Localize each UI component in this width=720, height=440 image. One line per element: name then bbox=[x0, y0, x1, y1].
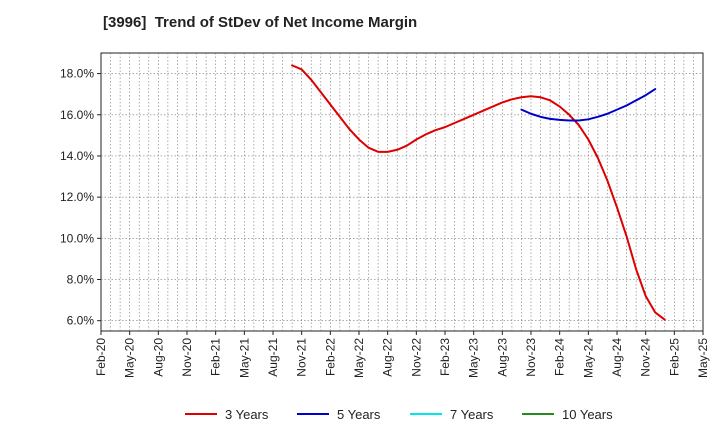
x-tick-label: Nov-23 bbox=[524, 338, 538, 377]
x-tick-label: May-22 bbox=[352, 338, 366, 378]
series-line bbox=[520, 88, 657, 122]
x-tick-label: Feb-25 bbox=[667, 338, 681, 376]
x-tick-label: Feb-23 bbox=[438, 338, 452, 376]
plot-area bbox=[100, 52, 704, 332]
x-tick-label: Aug-24 bbox=[610, 338, 624, 377]
y-tick-label: 18.0% bbox=[60, 67, 94, 81]
x-tick-label: May-21 bbox=[237, 338, 251, 378]
x-tick-label: May-23 bbox=[467, 338, 481, 378]
y-tick-label: 12.0% bbox=[60, 190, 94, 204]
x-tick-label: May-20 bbox=[123, 338, 137, 378]
x-tick-label: Nov-21 bbox=[295, 338, 309, 377]
y-tick-label: 8.0% bbox=[67, 273, 95, 287]
x-tick-label: Feb-20 bbox=[94, 338, 108, 376]
x-tick-label: May-24 bbox=[581, 338, 595, 378]
x-tick-label: Aug-21 bbox=[266, 338, 280, 377]
series-line bbox=[291, 64, 666, 321]
x-tick-label: Feb-24 bbox=[553, 338, 567, 376]
x-tick-label: Feb-22 bbox=[323, 338, 337, 376]
legend-label: 3 Years bbox=[225, 407, 269, 422]
x-tick-label: Nov-24 bbox=[639, 338, 653, 377]
x-tick-label: Feb-21 bbox=[209, 338, 223, 376]
legend-label: 10 Years bbox=[562, 407, 613, 422]
x-tick-label: Aug-22 bbox=[381, 338, 395, 377]
x-tick-label: Nov-20 bbox=[180, 338, 194, 377]
legend-label: 7 Years bbox=[450, 407, 494, 422]
x-tick-label: Aug-20 bbox=[151, 338, 165, 377]
y-tick-label: 16.0% bbox=[60, 108, 94, 122]
y-tick-label: 14.0% bbox=[60, 149, 94, 163]
legend-label: 5 Years bbox=[337, 407, 381, 422]
x-tick-label: May-25 bbox=[696, 338, 710, 378]
x-tick-label: Aug-23 bbox=[495, 338, 509, 377]
y-tick-label: 10.0% bbox=[60, 231, 94, 245]
chart-title: [3996] Trend of StDev of Net Income Marg… bbox=[103, 14, 418, 31]
y-tick-label: 6.0% bbox=[67, 314, 95, 328]
x-tick-label: Nov-22 bbox=[409, 338, 423, 377]
